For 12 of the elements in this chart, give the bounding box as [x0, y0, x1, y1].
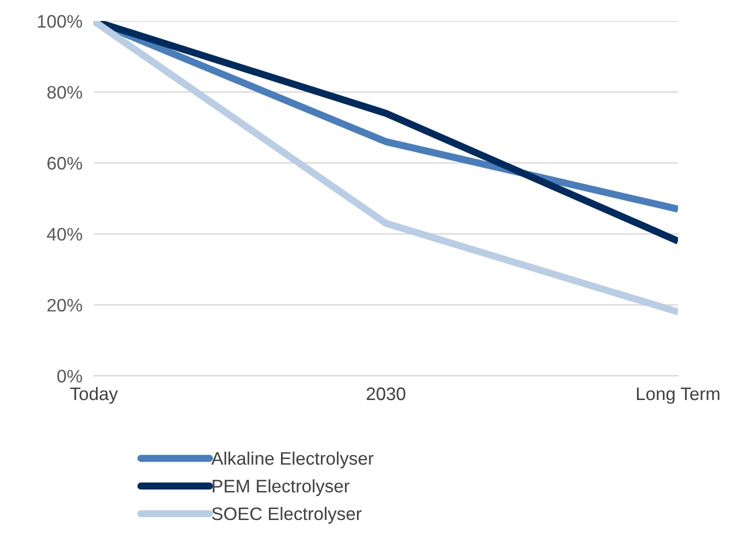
x-tick-label: Long Term	[637, 388, 720, 404]
x-tick-label: 2030	[366, 387, 406, 400]
y-tick-label: 60%	[47, 156, 82, 170]
y-tick-label: 40%	[46, 228, 82, 241]
y-tick-label: 80%	[47, 86, 82, 99]
legend-label: Alkaline Electrolyser	[211, 452, 374, 468]
legend-label: PEM Electrolyser	[212, 479, 350, 496]
legend-label: SOEC Electrolyser	[212, 506, 362, 524]
y-tick-label: 100%	[38, 14, 82, 28]
y-tick-label: 20%	[47, 298, 82, 312]
y-tick-label: 0%	[57, 370, 82, 383]
x-tick-label: Today	[70, 386, 118, 404]
